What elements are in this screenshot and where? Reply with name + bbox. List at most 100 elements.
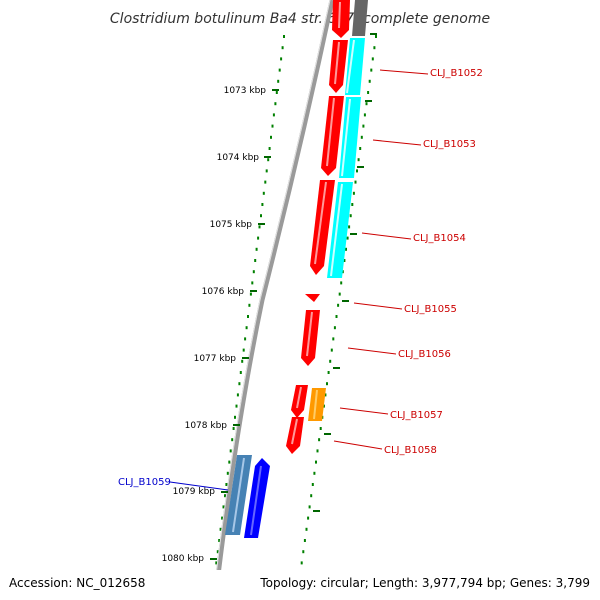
gene-label-1056[interactable]: CLJ_B1056	[398, 349, 451, 360]
right-rail-dot	[340, 281, 343, 285]
left-rail-dot	[224, 494, 226, 498]
left-rail-dot	[234, 415, 236, 419]
right-rail-dot	[326, 382, 328, 386]
gene-arrow-1052[interactable]	[329, 40, 348, 93]
right-rail-dot	[316, 449, 319, 453]
left-rail-dot	[238, 382, 241, 386]
gene-label-1058[interactable]: CLJ_B1058	[384, 445, 437, 456]
left-rail-dot	[261, 203, 264, 206]
right-rail-dot	[359, 147, 362, 150]
gene-arrow-1056[interactable]	[301, 310, 320, 366]
left-rail-dot	[221, 516, 224, 520]
right-rail-dot	[313, 471, 316, 475]
left-rail-dot	[271, 124, 274, 128]
right-rail-dot	[370, 68, 373, 72]
gene-block-cds-1052-top	[352, 0, 368, 36]
left-rail-dot	[235, 404, 238, 408]
gene-label-1057[interactable]: CLJ_B1057	[390, 410, 443, 421]
right-rail-dot	[333, 326, 336, 330]
right-rail-dot	[335, 315, 338, 318]
left-rail-dot	[268, 147, 271, 150]
kbp-label-1075: 1075 kbp	[210, 220, 253, 230]
reverse-gene-track	[225, 455, 270, 538]
gene-label-1052[interactable]: CLJ_B1052	[430, 68, 483, 79]
left-rail-dot	[283, 35, 285, 38]
right-rail-dot	[300, 561, 303, 565]
left-rail-dot	[254, 259, 257, 262]
gene-label-1059[interactable]: CLJ_B1059	[118, 477, 171, 488]
right-rail-dot	[330, 348, 333, 352]
left-rail-dot	[252, 270, 255, 274]
kbp-label-1077: 1077 kbp	[194, 354, 237, 364]
gene-label-1054[interactable]: CLJ_B1054	[413, 233, 466, 244]
left-rail-dot	[232, 427, 235, 430]
right-rail-dot	[302, 550, 305, 554]
left-rail-dot	[219, 527, 222, 531]
right-rail-dot	[373, 46, 376, 50]
right-rail-dot	[307, 516, 310, 520]
left-rail-dot	[275, 91, 278, 94]
right-rail-dot	[345, 247, 347, 251]
kbp-label-1073: 1073 kbp	[224, 86, 267, 96]
right-rail-dot	[351, 203, 354, 206]
gene-arrow-1053[interactable]	[321, 96, 344, 176]
left-rail-dot	[239, 371, 242, 374]
right-rail-dot	[343, 259, 346, 262]
kbp-label-1078: 1078 kbp	[185, 421, 228, 431]
left-rail-dot	[265, 169, 268, 173]
left-rail-dot	[241, 359, 244, 363]
accession-text: Accession: NC_012658	[9, 576, 145, 590]
right-rail-dot	[356, 169, 358, 173]
gene-labels: CLJ_B1052 CLJ_B1053 CLJ_B1054 CLJ_B1055 …	[118, 68, 483, 491]
right-rail-dot	[338, 292, 341, 296]
right-rail-dot	[348, 225, 351, 229]
right-rail-dot	[362, 124, 365, 128]
gene-label-1053[interactable]: CLJ_B1053	[423, 139, 476, 150]
right-rail-dot	[375, 35, 377, 38]
kbp-tick-1078	[233, 424, 240, 426]
right-rail-dot	[311, 483, 314, 486]
right-rail-dot	[315, 460, 317, 464]
right-rail-dot	[357, 158, 360, 162]
right-rail-dot	[303, 539, 306, 542]
gene-label-1055[interactable]: CLJ_B1055	[404, 304, 457, 315]
left-rail-dot	[257, 236, 260, 240]
dotted-guides	[211, 35, 377, 598]
left-rail-dot	[267, 158, 270, 162]
gene-arrow-1058[interactable]	[286, 417, 304, 454]
gene-arrow-1057[interactable]	[291, 385, 308, 418]
left-rail-dot	[245, 326, 248, 330]
forward-cds-track	[327, 0, 368, 278]
kbp-tick-1077	[242, 357, 249, 359]
kbp-tick-1080	[210, 558, 217, 560]
left-rail-dot	[270, 135, 272, 139]
left-rail-dot	[216, 550, 219, 554]
right-rail-dot	[308, 505, 311, 509]
right-scale-ticks	[313, 33, 377, 512]
right-rail-dot	[354, 180, 357, 184]
left-rail-dot	[264, 180, 267, 184]
left-rail-dot	[247, 315, 249, 318]
right-rail-dot	[337, 303, 340, 307]
right-rail-dot	[322, 404, 325, 408]
left-rail-dot	[277, 79, 280, 83]
right-rail-dot	[346, 236, 349, 240]
left-rail-dot	[280, 57, 283, 61]
gene-arrow-1055[interactable]	[305, 294, 320, 302]
left-rail-dot	[255, 247, 258, 251]
gene-arrow-1057-orange[interactable]	[308, 388, 326, 421]
forward-gene-track	[286, 0, 350, 454]
left-rail-dot	[229, 449, 232, 453]
left-rail-dot	[258, 225, 261, 229]
right-rail-dot	[341, 270, 344, 274]
right-rail-dot	[318, 438, 321, 442]
right-rail-dot	[363, 113, 366, 117]
right-rail-dot	[310, 494, 313, 498]
left-rail-dot	[222, 505, 225, 509]
right-rail-dot	[367, 91, 370, 94]
gene-block-cds-1052[interactable]	[345, 38, 365, 95]
gene-arrow-top[interactable]	[332, 0, 350, 38]
kbp-tick-1073	[272, 89, 279, 91]
left-rail-dot	[281, 46, 284, 50]
